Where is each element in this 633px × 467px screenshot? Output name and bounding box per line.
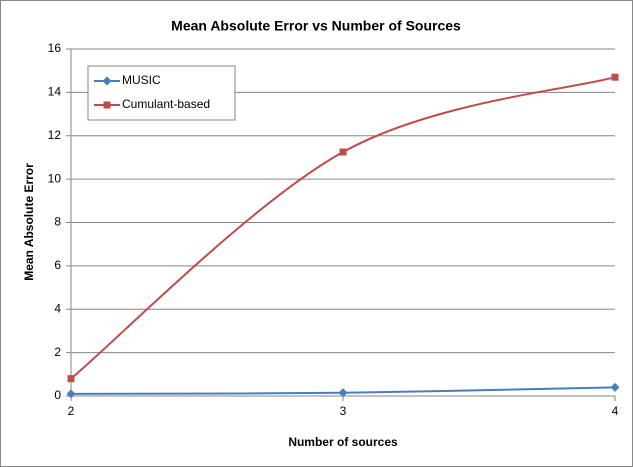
y-tick-label: 12: [48, 128, 62, 142]
marker: [102, 76, 112, 86]
y-tick-label: 0: [54, 388, 61, 402]
legend-label: Cumulant-based: [122, 97, 210, 111]
x-tick-label: 2: [68, 404, 75, 418]
y-tick-label: 2: [54, 345, 61, 359]
marker: [610, 382, 620, 392]
marker: [339, 148, 347, 156]
x-tick-label: 3: [340, 404, 347, 418]
y-tick-label: 6: [54, 258, 61, 272]
marker: [103, 101, 111, 109]
x-tick-label: 4: [612, 404, 619, 418]
chart-title: Mean Absolute Error vs Number of Sources: [171, 18, 461, 34]
y-axis-label: Mean Absolute Error: [22, 163, 36, 281]
legend-label: MUSIC: [122, 73, 161, 87]
marker: [66, 389, 76, 399]
y-tick-label: 14: [48, 85, 62, 99]
marker: [67, 375, 75, 383]
x-axis-label: Number of sources: [288, 435, 398, 449]
legend-box: [87, 65, 236, 121]
y-tick-label: 16: [48, 41, 62, 55]
y-tick-label: 8: [54, 215, 61, 229]
y-tick-label: 4: [54, 301, 61, 315]
marker: [611, 73, 619, 81]
marker: [338, 388, 348, 398]
y-tick-label: 10: [48, 171, 62, 185]
